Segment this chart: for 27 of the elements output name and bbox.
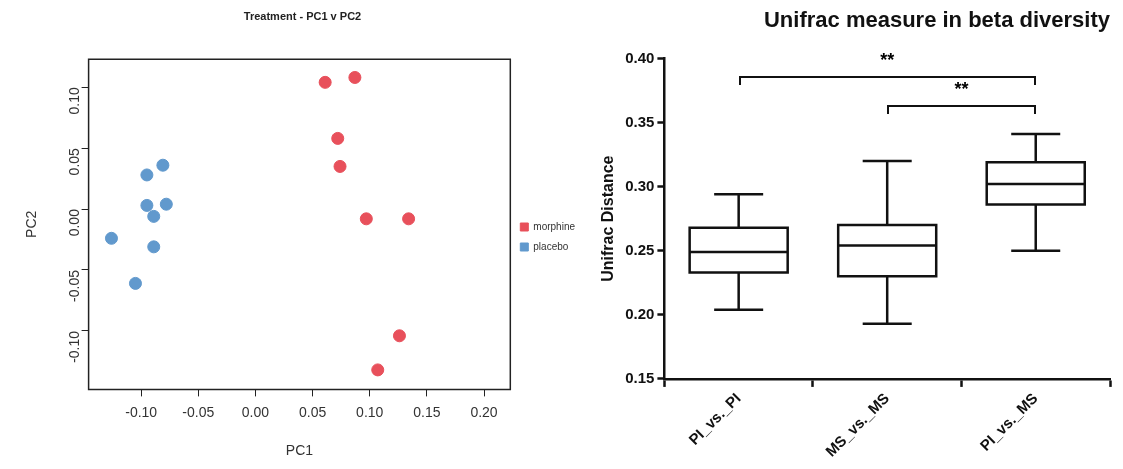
y-axis-title: PC2 [23, 210, 40, 238]
x-tick-label: 0.15 [413, 403, 441, 420]
y-tick-label: 0.25 [625, 240, 655, 258]
y-tick-label: 0.35 [625, 112, 655, 130]
x-tick-label: 0.05 [298, 403, 327, 420]
legend-label: morphine [533, 220, 576, 232]
y-tick-label: 0.10 [66, 87, 83, 115]
x-tick-label: -0.10 [125, 403, 158, 420]
x-tick-label: 0.10 [356, 403, 384, 420]
x-tick-label: 0.00 [241, 403, 270, 420]
legend-label: placebo [533, 240, 569, 252]
y-tick-label: 0.30 [625, 176, 655, 194]
x-tick-label: -0.05 [182, 403, 215, 420]
annotation: ** [954, 79, 969, 101]
chart-title: Unifrac measure in beta diversity [763, 7, 1111, 33]
y-tick-label: 0.20 [625, 304, 655, 322]
x-axis-title: PC1 [285, 442, 314, 459]
y-tick-label: 0.00 [66, 208, 83, 237]
y-tick-label: -0.05 [66, 269, 83, 302]
y-tick-label: 0.05 [66, 147, 83, 176]
x-tick-label: 0.20 [470, 403, 498, 420]
y-tick-label: 0.15 [625, 369, 655, 387]
y-tick-label: -0.10 [66, 330, 83, 363]
y-tick-label: 0.40 [625, 48, 655, 66]
annotation: ** [880, 50, 895, 72]
chart-title: Treatment - PC1 v PC2 [243, 9, 362, 22]
y-axis-title: Unifrac Distance [599, 155, 617, 282]
